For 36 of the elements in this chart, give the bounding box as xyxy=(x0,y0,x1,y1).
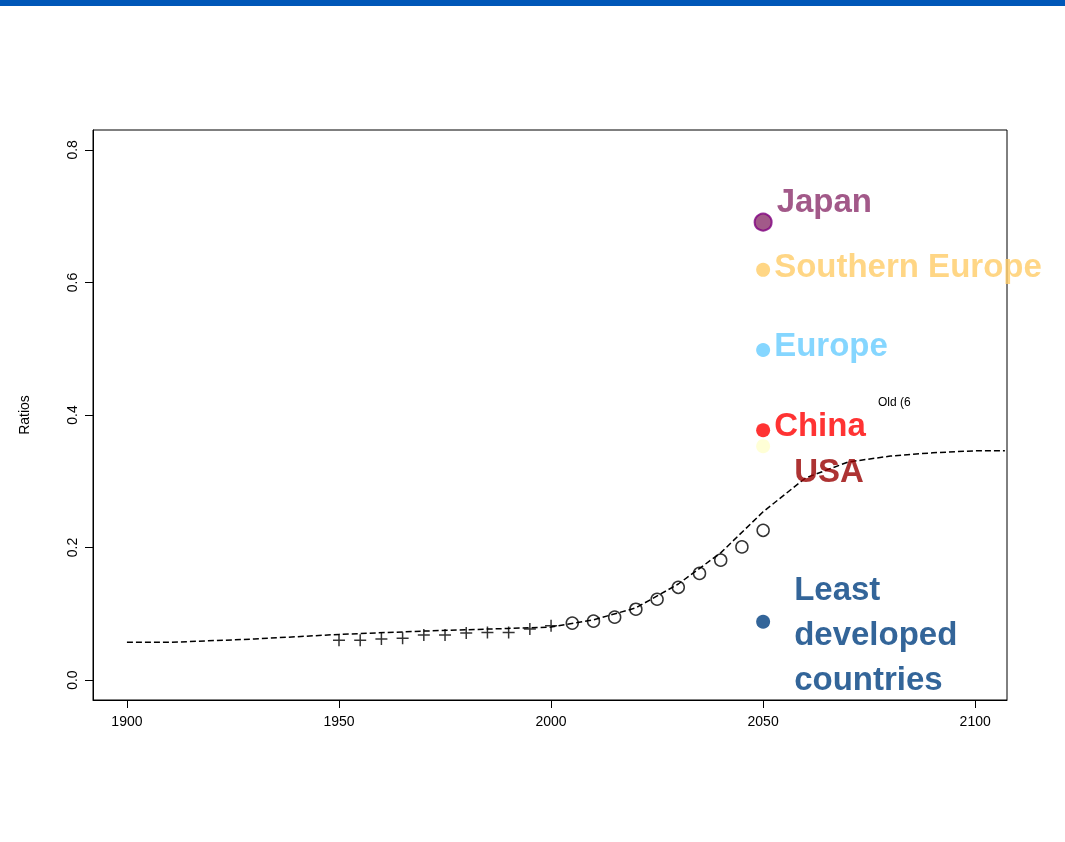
y-tick-label: 0.8 xyxy=(64,139,80,160)
series-label: Japan xyxy=(776,181,872,219)
x-tick-label: 2000 xyxy=(535,713,567,729)
point xyxy=(756,614,771,629)
annotation: Old (6 xyxy=(878,395,911,409)
point xyxy=(671,580,686,595)
point xyxy=(480,625,495,640)
point xyxy=(692,566,707,581)
point xyxy=(756,523,770,538)
point xyxy=(756,423,771,438)
point xyxy=(756,262,771,277)
x-tick-label: 1900 xyxy=(111,713,143,729)
point xyxy=(501,625,516,640)
series-label: Europe xyxy=(774,325,888,363)
point xyxy=(756,439,771,454)
point xyxy=(756,343,771,358)
y-tick-label: 0.0 xyxy=(64,670,80,690)
point xyxy=(629,602,643,616)
series-label: Least developed countries xyxy=(794,570,967,698)
point xyxy=(586,614,601,628)
y-tick-label: 0.6 xyxy=(64,272,80,293)
x-tick-label: 1950 xyxy=(323,713,355,729)
point xyxy=(650,592,664,606)
x-tick-label: 2050 xyxy=(747,713,779,729)
y-tick-label: 0.4 xyxy=(64,405,80,425)
point xyxy=(395,631,410,646)
x-tick-label: 2100 xyxy=(959,713,991,729)
series-label: China xyxy=(774,405,867,443)
point xyxy=(735,540,749,554)
point xyxy=(713,553,728,567)
point xyxy=(374,632,389,646)
point xyxy=(753,212,773,232)
y-axis-title: Ratios xyxy=(16,395,32,435)
point xyxy=(565,616,580,630)
point xyxy=(607,610,622,624)
y-tick-label: 0.2 xyxy=(64,537,80,558)
